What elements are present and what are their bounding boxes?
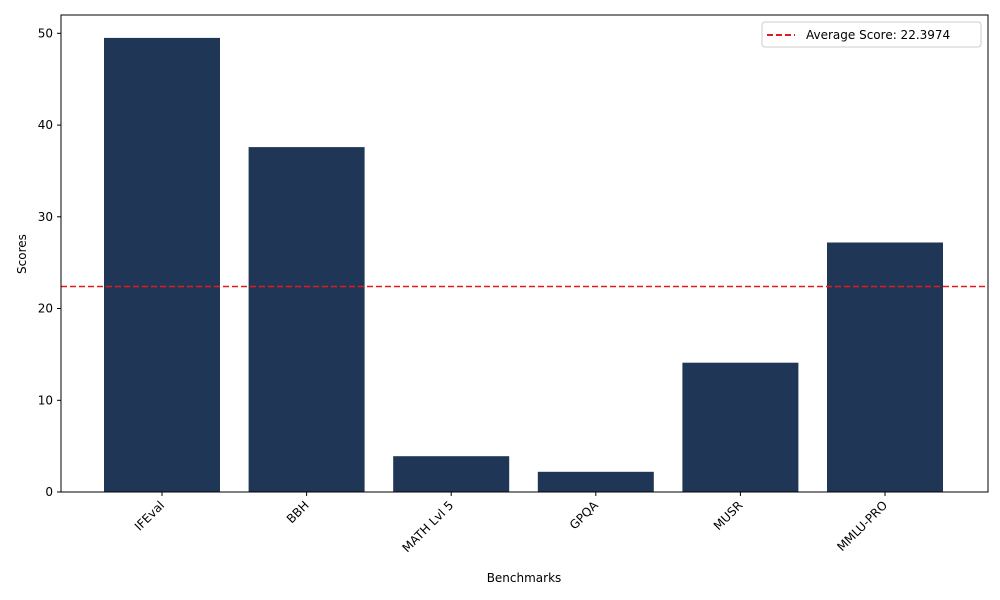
bar-gpqa [537,471,654,492]
bar-ifeval [104,37,220,493]
bars-layer [104,37,943,493]
y-tick-label: 50 [38,26,53,40]
bar-mmlu-pro [827,242,943,492]
bar-musr [682,362,799,492]
y-tick-label: 20 [38,302,53,316]
y-tick-label: 0 [45,485,53,499]
legend: Average Score: 22.3974 [761,21,982,48]
x-tick-label: MMLU-PRO [834,498,890,554]
bar-math-lvl-5 [393,456,510,492]
y-tick-label: 10 [38,393,53,407]
legend-box [761,21,982,48]
x-tick-label: IFEval [132,498,167,533]
x-axis: IFEval BBH MATH Lvl 5 GPQA MUSR MMLU-PRO [132,492,890,555]
legend-label: Average Score: 22.3974 [806,28,950,42]
y-tick-label: 40 [38,118,53,132]
bar-bbh [248,147,365,492]
y-tick-label: 30 [38,210,53,224]
x-tick-label: MUSR [711,498,746,533]
plot-area-frame [60,14,989,493]
y-axis: 0 10 20 30 40 50 [38,26,61,499]
x-tick-label: GPQA [567,498,602,533]
y-axis-label: Scores [15,234,29,274]
x-tick-label: BBH [284,498,312,526]
x-axis-label: Benchmarks [487,571,562,585]
x-tick-label: MATH Lvl 5 [399,498,456,555]
